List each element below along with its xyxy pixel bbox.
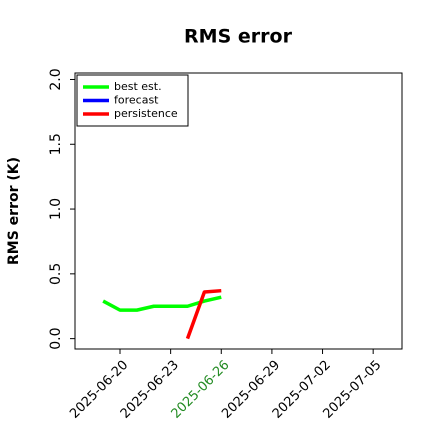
y-tick-label: 0.0 (48, 328, 64, 350)
legend-label: best est. (114, 80, 162, 93)
y-tick-label: 2.0 (48, 68, 64, 90)
y-tick-label: 1.0 (48, 198, 64, 220)
legend-label: persistence (114, 107, 178, 120)
series-line (185, 288, 222, 340)
legend-label: forecast (114, 94, 159, 107)
plot-frame (74, 72, 403, 350)
y-axis-label: RMS error (K) (6, 157, 22, 265)
y-tick-label: 1.5 (48, 133, 64, 155)
chart-title: RMS error (184, 26, 293, 48)
y-tick-label: 0.5 (48, 263, 64, 285)
